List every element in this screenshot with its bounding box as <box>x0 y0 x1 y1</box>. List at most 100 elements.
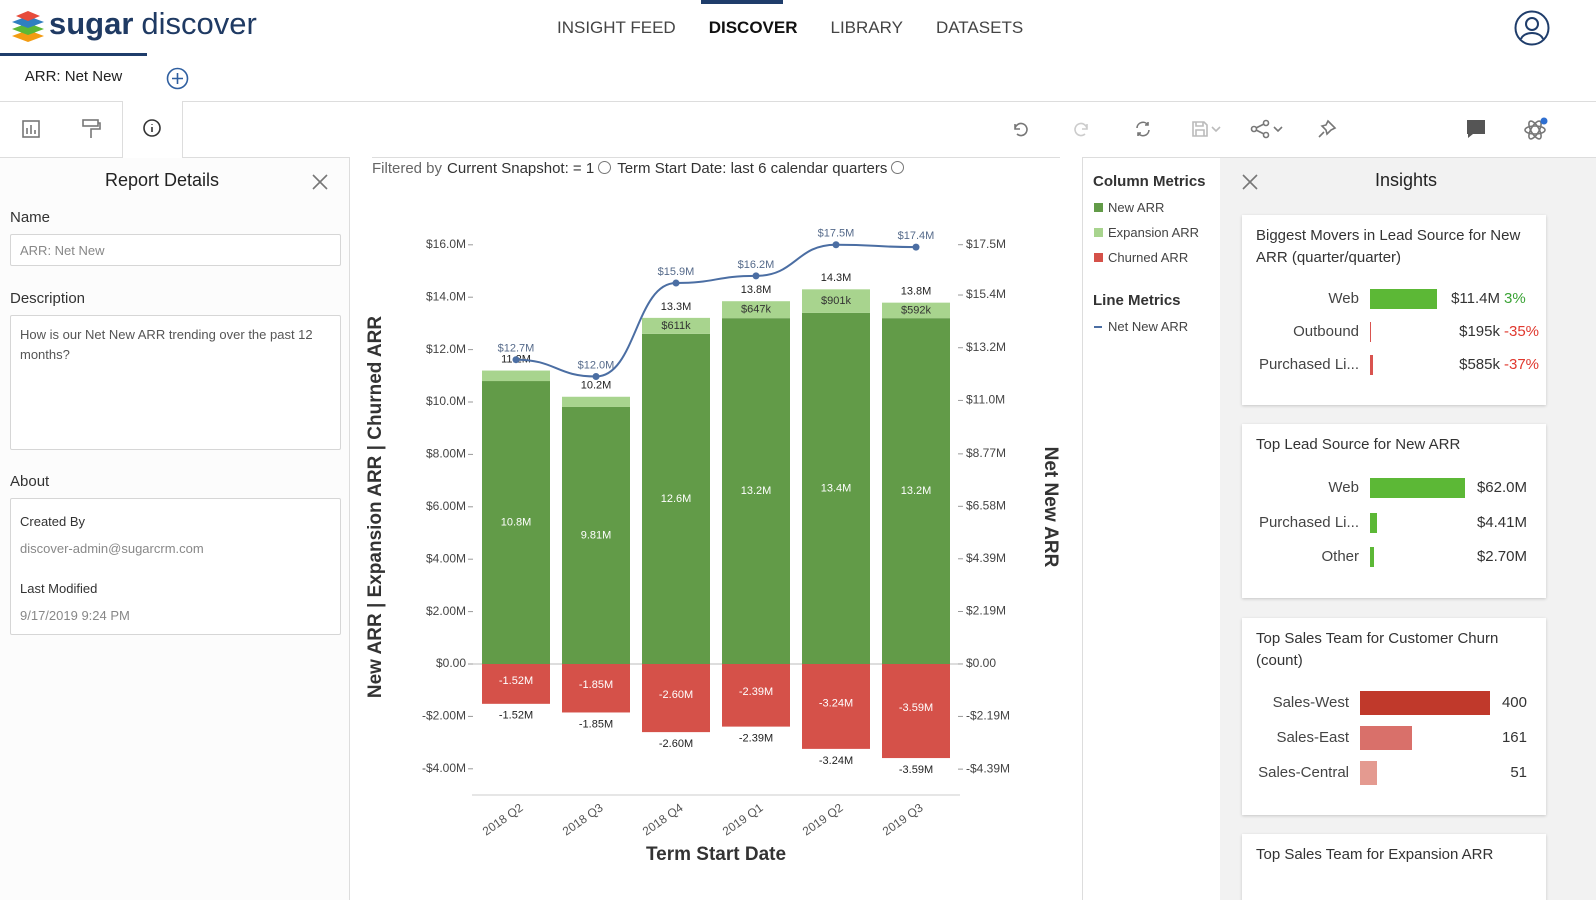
insights-toggle[interactable] <box>1523 116 1549 142</box>
save[interactable] <box>1190 119 1226 139</box>
comments[interactable] <box>1465 118 1487 140</box>
divider <box>0 157 122 158</box>
data-label: -1.85M <box>579 718 613 730</box>
format-tool[interactable] <box>81 118 101 140</box>
share[interactable] <box>1250 119 1288 139</box>
nav-item[interactable]: LIBRARY <box>830 18 903 37</box>
legend-title: Line Metrics <box>1093 292 1181 309</box>
data-label: -2.60M <box>659 738 693 750</box>
insight-card[interactable]: Top Sales Team for Expansion ARR <box>1242 834 1546 900</box>
add-tab[interactable] <box>166 67 189 90</box>
info-tool[interactable] <box>142 118 162 138</box>
nav-item[interactable]: DISCOVER <box>708 18 798 37</box>
bar-segment <box>562 396 630 407</box>
nav-item[interactable]: INSIGHT FEED <box>557 18 676 37</box>
row-label: Other <box>1321 548 1359 565</box>
pin[interactable] <box>1316 118 1338 140</box>
row-label: Purchased Li... <box>1258 514 1359 531</box>
bar-segment <box>482 664 550 704</box>
insight-card[interactable]: Top Lead Source for New ARR Web $62.0M Purc… <box>1242 424 1546 598</box>
nav: INSIGHT FEED DISCOVER LIBRARY DATASETS <box>557 18 1023 38</box>
about-label: Last Modified <box>20 581 98 596</box>
row-value: $585k <box>1459 356 1500 373</box>
data-label: -3.24M <box>819 755 853 767</box>
filter-label: Filtered by <box>372 160 443 177</box>
x-tick-label: 2019 Q1 <box>720 800 766 838</box>
undo[interactable] <box>1010 119 1030 139</box>
data-label: 13.2M <box>901 485 932 497</box>
total-label: 13.8M <box>901 286 932 298</box>
row-change: 3% <box>1504 290 1526 307</box>
legend-entry[interactable]: Expansion ARR <box>1108 225 1200 240</box>
bar-segment <box>802 664 870 749</box>
card-title: Top Sales Team for Expansion ARR <box>1256 846 1494 863</box>
bar-segment <box>562 664 630 713</box>
redo[interactable] <box>1072 119 1092 139</box>
remove-filter[interactable] <box>891 161 905 174</box>
total-label: 10.2M <box>581 380 612 392</box>
data-label: 9.81M <box>581 529 612 541</box>
x-tick-label: 2018 Q2 <box>480 800 526 838</box>
bar-segment <box>642 333 710 664</box>
insight-bar <box>1370 289 1437 309</box>
y-tick-label: $2.00M <box>426 604 466 618</box>
y2-axis-title: Net New ARR <box>1040 447 1061 568</box>
close[interactable] <box>1241 173 1259 191</box>
close[interactable] <box>311 173 329 191</box>
insight-bar <box>1360 761 1377 785</box>
brand-name: sugar <box>49 6 134 41</box>
remove-filter[interactable] <box>598 161 612 174</box>
y-axis-title: New ARR | Expansion ARR | Churned ARR <box>365 316 386 698</box>
bar-segment <box>642 317 710 334</box>
y2-tick-label: -$4.39M <box>966 761 1010 775</box>
x-tick-label: 2018 Q4 <box>640 800 686 838</box>
line-point <box>672 279 680 287</box>
nav-item[interactable]: DATASETS <box>935 18 1024 37</box>
legend-swatch <box>1094 203 1103 212</box>
insight-bar <box>1370 355 1374 375</box>
legend-entry[interactable]: Churned ARR <box>1108 250 1189 265</box>
bar-segment <box>882 318 950 664</box>
insight-bar <box>1370 322 1372 342</box>
legend-entry[interactable]: New ARR <box>1108 200 1165 215</box>
logo[interactable] <box>10 10 46 44</box>
card-title: Top Sales Team for Customer Churn (count… <box>1256 630 1499 669</box>
total-label: 14.3M <box>821 272 852 284</box>
insight-card[interactable]: Biggest Movers in Lead Source for New AR… <box>1242 215 1546 405</box>
divider <box>182 157 350 158</box>
description-input[interactable]: How is our Net New ARR trending over the… <box>10 315 341 450</box>
divider <box>0 101 1596 102</box>
active-nav-bar <box>701 0 783 4</box>
name-input[interactable]: ARR: Net New <box>10 234 341 266</box>
y2-tick-label: $8.77M <box>966 446 1006 460</box>
data-label: -1.52M <box>499 675 533 687</box>
total-label: 13.8M <box>741 284 772 296</box>
chart-tool[interactable] <box>21 119 41 139</box>
bar-segment <box>482 370 550 382</box>
legend-entry[interactable]: Net New ARR <box>1108 319 1189 334</box>
line-point <box>832 241 840 249</box>
filter-item[interactable]: Current Snapshot: = 1 <box>447 160 595 177</box>
panel-title: Insights <box>1374 170 1438 190</box>
row-value: $2.70M <box>1476 548 1527 565</box>
data-label: $647k <box>741 304 771 316</box>
row-label: Sales-West <box>1272 694 1349 711</box>
data-label: 12.6M <box>661 493 692 505</box>
line-point <box>752 272 760 280</box>
y-tick-label: $12.0M <box>426 342 466 356</box>
insight-card[interactable]: Top Sales Team for Customer Churn (count… <box>1242 618 1546 815</box>
line-label: $16.2M <box>738 259 775 271</box>
filter-item[interactable]: Term Start Date: last 6 calendar quarter… <box>617 160 888 177</box>
insight-bar <box>1360 726 1413 750</box>
tab[interactable]: ARR: Net New <box>24 68 123 85</box>
row-value: 51 <box>1510 764 1527 781</box>
x-tick-label: 2019 Q2 <box>800 800 846 838</box>
bar-segment <box>802 312 870 664</box>
field-label: About <box>10 473 50 490</box>
refresh[interactable] <box>1133 119 1153 139</box>
user-icon[interactable] <box>1513 9 1551 47</box>
line <box>515 243 917 378</box>
about-label: Created By <box>20 514 86 529</box>
brand-product: discover <box>141 6 257 41</box>
